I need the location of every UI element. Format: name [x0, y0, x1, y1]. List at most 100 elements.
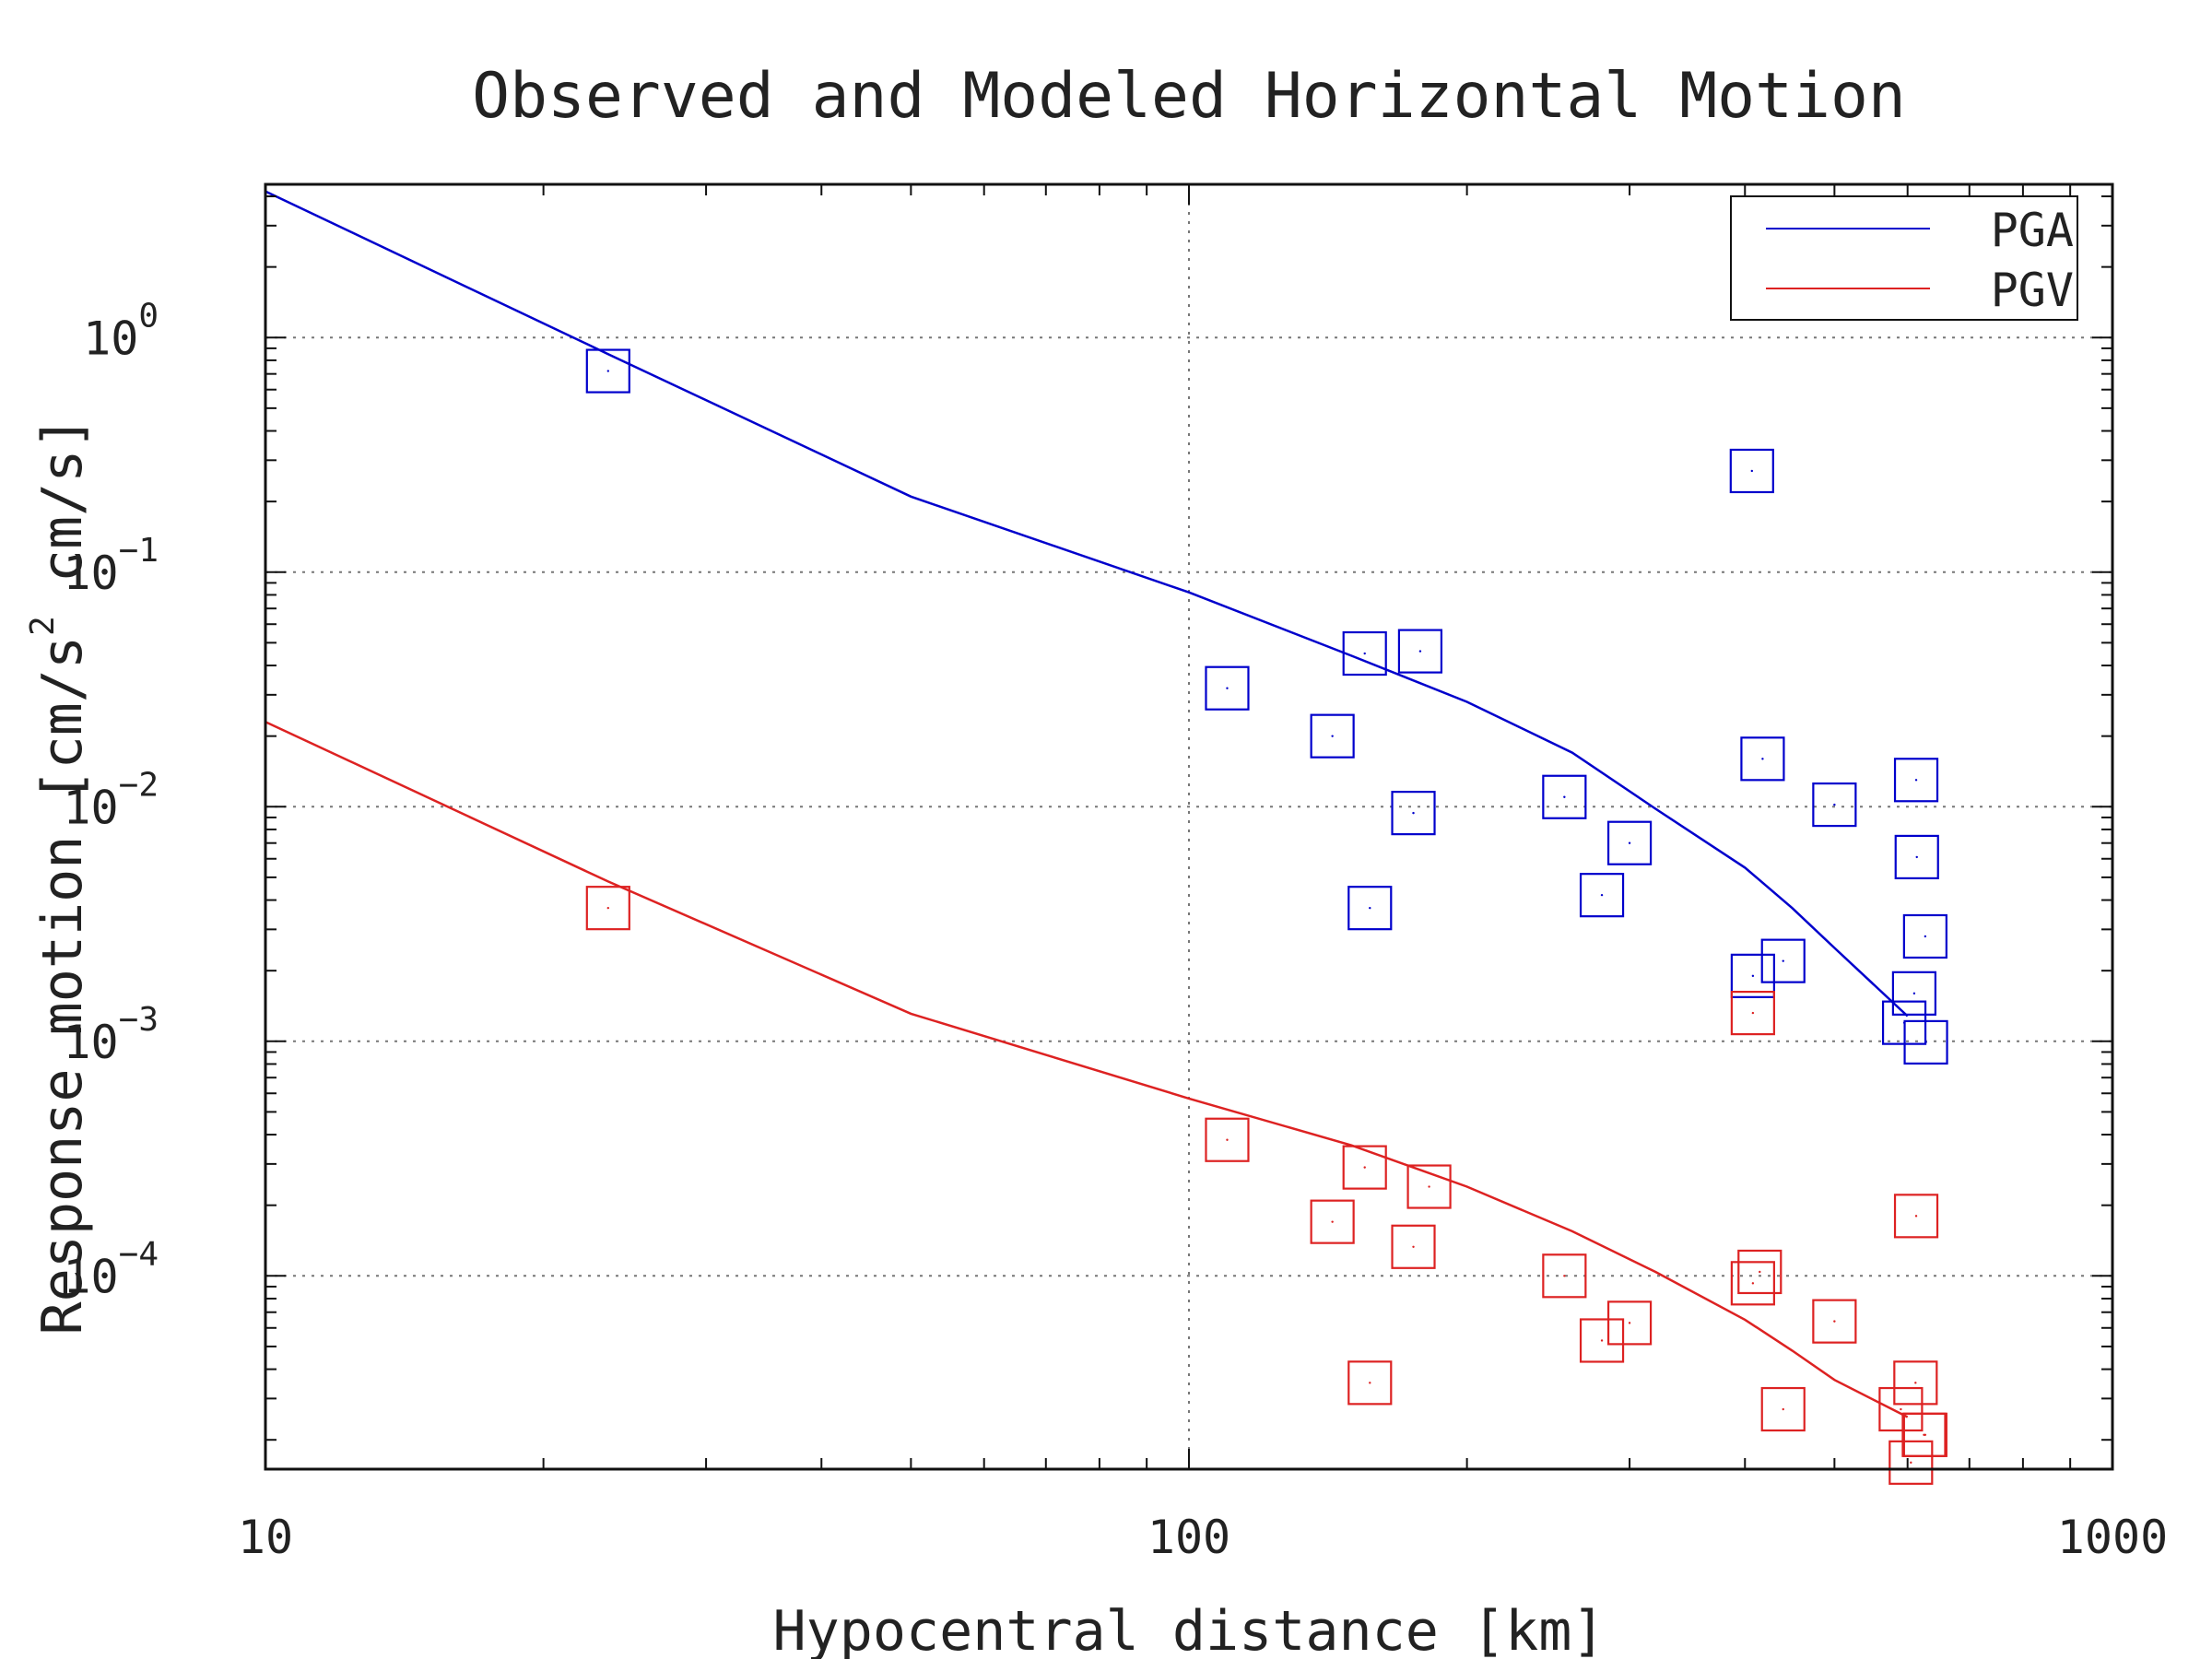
- observed-marker-pgv: [1205, 1117, 1250, 1162]
- observed-marker-pgv: [1902, 1412, 1947, 1457]
- observed-point-dot-pga: [1369, 906, 1371, 910]
- x-tick-label: 100: [1147, 1511, 1230, 1564]
- y-tick-label-exponent: −3: [119, 1001, 159, 1039]
- observed-marker-pgv: [585, 886, 630, 931]
- legend-label-pgv: PGV: [1991, 264, 2074, 317]
- chart-title: Observed and Modeled Horizontal Motion: [472, 60, 1906, 133]
- observed-marker-pgv: [1406, 1164, 1452, 1209]
- legend-box: [1730, 195, 2078, 321]
- observed-point-dot-pgv: [1782, 1407, 1784, 1411]
- observed-marker-pga: [1760, 938, 1806, 983]
- observed-marker-pgv: [1310, 1199, 1355, 1244]
- observed-marker-pga: [1891, 971, 1937, 1016]
- model-line-pga: [265, 190, 1909, 1018]
- y-tick-label-exponent: −1: [119, 532, 159, 570]
- observed-point-dot-pga: [1600, 893, 1604, 897]
- observed-point-dot-pgv: [1363, 1166, 1366, 1169]
- observed-point-dot-pgv: [1914, 1382, 1917, 1384]
- observed-marker-pga: [1902, 913, 1947, 959]
- observed-marker-pgv: [1730, 991, 1775, 1036]
- series-layer: [265, 190, 1948, 1485]
- observed-point-dot-pgv: [1914, 1215, 1918, 1218]
- observed-marker-pga: [1579, 873, 1625, 918]
- x-axis-label: Hypocentral distance [km]: [772, 1599, 1605, 1659]
- y-tick-label-exponent: 0: [138, 297, 159, 335]
- observed-marker-pga: [1310, 713, 1355, 759]
- observed-marker-pga: [1397, 629, 1443, 674]
- y-axis-label-main: Response motion [cm/s: [30, 636, 95, 1335]
- observed-point-dot-pga: [1412, 811, 1415, 815]
- observed-point-dot-pgv: [1628, 1322, 1631, 1324]
- observed-marker-pgv: [1888, 1440, 1934, 1485]
- observed-marker-pgv: [1342, 1145, 1387, 1190]
- observed-marker-pgv: [1347, 1360, 1393, 1406]
- observed-point-dot-pgv: [1428, 1185, 1430, 1188]
- y-tick-label-base: 10: [63, 781, 118, 834]
- observed-point-dot-pgv: [606, 906, 610, 910]
- y-tick-label: 10−4: [63, 1235, 159, 1303]
- observed-marker-pga: [1740, 736, 1785, 782]
- observed-point-dot-pga: [1833, 803, 1836, 806]
- observed-point-dot-pgv: [1924, 1433, 1927, 1437]
- observed-marker-pga: [1903, 1019, 1948, 1065]
- observed-point-dot-pgv: [1833, 1320, 1836, 1323]
- observed-marker-pgv: [1812, 1299, 1857, 1344]
- y-axis-label: Response motion [cm/s2 cm/s]: [24, 416, 95, 1335]
- grid: [265, 184, 2112, 1469]
- observed-marker-pgv: [1542, 1253, 1587, 1299]
- y-tick-label: 10−2: [63, 766, 159, 834]
- observed-point-dot-pgv: [1412, 1245, 1415, 1248]
- observed-marker-pgv: [1737, 1249, 1783, 1295]
- observed-point-dot-pga: [606, 370, 610, 372]
- observed-marker-pgv: [1579, 1318, 1625, 1363]
- observed-point-dot-pga: [1914, 779, 1918, 782]
- legend: PGA PGV: [1730, 195, 2078, 321]
- observed-marker-pga: [1391, 791, 1436, 836]
- tick-marks: [265, 184, 2113, 1469]
- observed-marker-pga: [1342, 630, 1387, 677]
- observed-marker-pgv: [1893, 1360, 1938, 1406]
- observed-marker-pga: [1894, 834, 1939, 880]
- y-tick-label-exponent: −2: [119, 766, 159, 804]
- observed-point-dot-pga: [1782, 959, 1784, 962]
- y-tick-label: 100: [83, 297, 159, 365]
- model-line-pgv: [265, 721, 1909, 1418]
- y-tick-label-base: 10: [63, 1016, 118, 1069]
- observed-point-dot-pga: [1915, 855, 1918, 859]
- observed-marker-pgv: [1760, 1386, 1806, 1432]
- y-tick-label-exponent: −4: [119, 1235, 159, 1273]
- y-tick-label-base: 10: [63, 547, 118, 600]
- y-tick-label: 10−1: [63, 532, 159, 600]
- observed-point-dot-pga: [1924, 935, 1927, 938]
- observed-marker-pga: [1347, 886, 1393, 931]
- observed-marker-pga: [1205, 665, 1250, 711]
- observed-point-dot-pga: [1628, 841, 1631, 844]
- observed-point-dot-pga: [1924, 1041, 1927, 1044]
- y-axis-label-superscript: 2: [24, 616, 62, 636]
- observed-point-dot-pga: [1226, 687, 1229, 689]
- x-tick-label: 10: [238, 1511, 293, 1564]
- y-tick-label-base: 10: [63, 1250, 118, 1303]
- observed-marker-pga: [1542, 774, 1587, 819]
- observed-point-dot-pgv: [1900, 1407, 1902, 1411]
- y-tick-label: 10−3: [63, 1001, 159, 1069]
- observed-marker-pga: [1729, 448, 1774, 494]
- observed-marker-pga: [1606, 820, 1653, 865]
- observed-point-dot-pga: [1363, 652, 1366, 655]
- observed-point-dot-pgv: [1331, 1220, 1334, 1223]
- observed-point-dot-pga: [1751, 974, 1755, 978]
- observed-marker-pga: [1812, 782, 1857, 828]
- observed-marker-pga: [585, 348, 630, 394]
- observed-marker-pga: [1730, 953, 1775, 998]
- observed-point-dot-pga: [1563, 795, 1566, 798]
- observed-point-dot-pga: [1418, 650, 1422, 653]
- observed-point-dot-pga: [1761, 758, 1764, 760]
- y-tick-label-base: 10: [83, 312, 138, 365]
- observed-point-dot-pgv: [1759, 1270, 1761, 1274]
- observed-marker-pgv: [1606, 1300, 1653, 1346]
- observed-marker-pgv: [1391, 1224, 1436, 1269]
- x-tick-label: 1000: [2057, 1511, 2168, 1564]
- observed-point-dot-pgv: [1369, 1382, 1371, 1384]
